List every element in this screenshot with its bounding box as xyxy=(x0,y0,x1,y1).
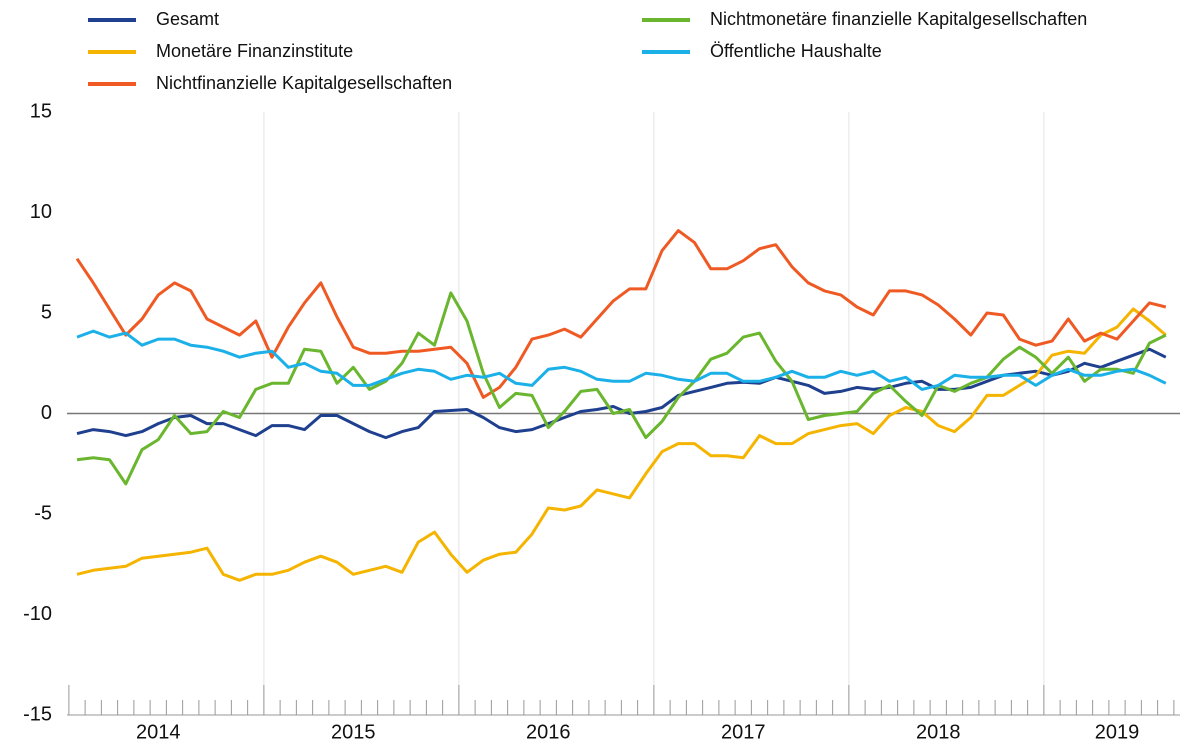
series-line xyxy=(76,291,1167,486)
x-tick-label: 2016 xyxy=(526,721,571,743)
legend-label: Nichtmonetäre finanzielle Kapitalgesells… xyxy=(710,9,1087,29)
legend-label: Öffentliche Haushalte xyxy=(710,41,882,61)
y-tick-label: -10 xyxy=(23,603,52,625)
series-line xyxy=(76,307,1167,582)
series-line xyxy=(75,229,1167,399)
legend-label: Gesamt xyxy=(156,9,219,29)
y-tick-label: 0 xyxy=(41,402,52,424)
x-tick-label: 2019 xyxy=(1095,721,1140,743)
y-tick-label: 15 xyxy=(30,100,52,122)
series-line xyxy=(76,329,1167,391)
y-tick-label: -15 xyxy=(23,703,52,725)
legend-label: Monetäre Finanzinstitute xyxy=(156,41,353,61)
series-line xyxy=(76,347,1167,440)
y-tick-label: 10 xyxy=(30,201,52,223)
y-tick-label: 5 xyxy=(41,301,52,323)
x-tick-label: 2018 xyxy=(916,721,961,743)
x-tick-label: 2014 xyxy=(136,721,181,743)
legend-label: Nichtfinanzielle Kapitalgesellschaften xyxy=(156,73,452,93)
x-tick-label: 2017 xyxy=(721,721,766,743)
x-tick-label: 2015 xyxy=(331,721,376,743)
y-tick-label: -5 xyxy=(34,502,52,524)
